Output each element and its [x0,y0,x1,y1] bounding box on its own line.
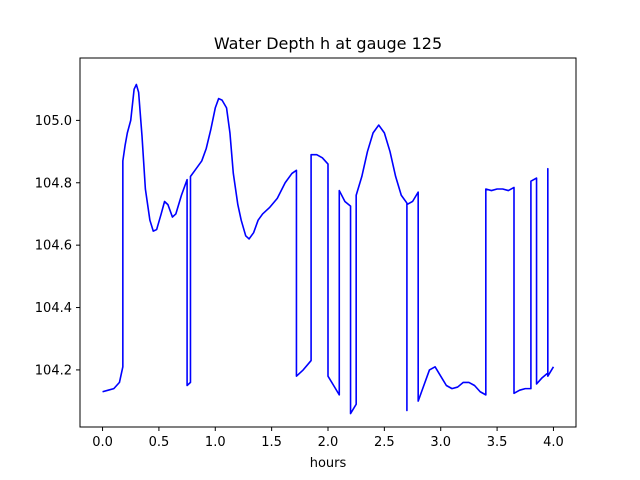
x-axis-label: hours [310,456,347,471]
series-layer [102,83,555,415]
series-line-0 [102,83,555,415]
chart-title: Water Depth h at gauge 125 [214,34,442,53]
x-axis: 0.0 0.5 1.0 1.5 2.0 2.5 3.0 3.5 4.0 [92,427,564,450]
y-axis: 104.2 104.4 104.6 104.8 105.0 [35,114,80,378]
x-tick-label: 0.0 [92,435,113,450]
y-tick-label: 105.0 [35,114,72,129]
x-tick-label: 4.0 [543,435,564,450]
plot-area [79,57,577,428]
x-tick-label: 2.5 [374,435,395,450]
x-tick-label: 1.0 [205,435,226,450]
y-tick-label: 104.8 [35,176,72,191]
y-tick-label: 104.6 [35,239,72,254]
x-tick-label: 2.0 [318,435,339,450]
y-tick-label: 104.2 [35,363,72,378]
y-tick-label: 104.4 [35,301,72,316]
x-tick-label: 3.5 [487,435,508,450]
x-tick-label: 1.5 [261,435,282,450]
x-tick-label: 0.5 [149,435,170,450]
x-tick-label: 3.0 [430,435,451,450]
